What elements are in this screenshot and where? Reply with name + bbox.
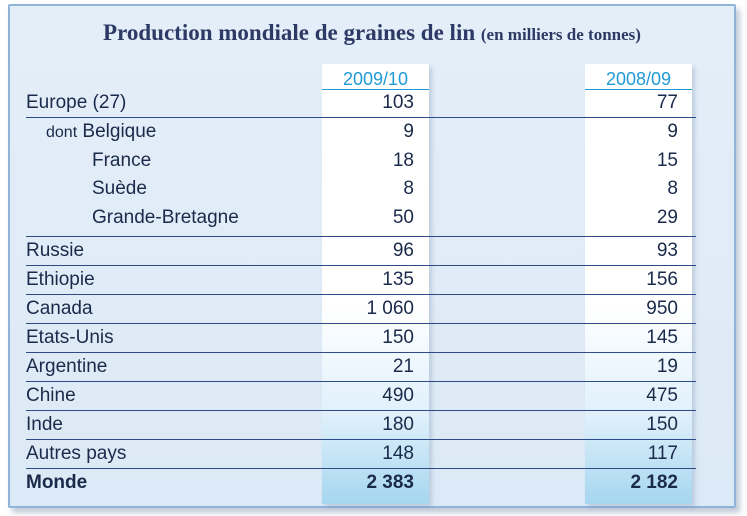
value-2008-09: 15	[656, 150, 678, 171]
table-row: France 18 15	[26, 146, 696, 175]
value-2008-09: 2 182	[630, 472, 678, 493]
table-row: Argentine 21 19	[26, 352, 696, 381]
total-row: Monde 2 383 2 182	[26, 468, 696, 497]
row-separator	[26, 265, 696, 266]
value-2009-10: 2 383	[366, 472, 414, 493]
header-underline	[322, 89, 429, 90]
row-label: Inde	[26, 414, 63, 435]
row-label: Canada	[26, 298, 93, 319]
row-label: Suède	[92, 178, 147, 199]
value-2008-09: 150	[646, 414, 678, 435]
row-label: Etats-Unis	[26, 327, 114, 348]
row-prefix: dont	[46, 124, 78, 141]
table-frame: Production mondiale de graines de lin (e…	[8, 4, 736, 508]
column-header-2009-10: 2009/10	[342, 69, 409, 89]
value-2009-10: 135	[382, 269, 414, 290]
value-2008-09: 77	[656, 92, 678, 113]
row-separator	[26, 117, 696, 118]
column-header-2008-09: 2008/09	[605, 69, 672, 89]
title-text: Production mondiale de graines de lin	[103, 20, 476, 45]
row-label-group: dont Belgique	[46, 117, 156, 147]
column-band-2009-10	[322, 64, 429, 504]
table-row: Chine 490 475	[26, 381, 696, 410]
value-2009-10: 103	[382, 92, 414, 113]
row-label: Russie	[26, 240, 85, 261]
row-label: Grande-Bretagne	[92, 207, 239, 228]
value-2009-10: 490	[382, 385, 414, 406]
table-row: Inde 180 150	[26, 410, 696, 439]
row-label: France	[92, 150, 152, 171]
value-2009-10: 180	[382, 414, 414, 435]
row-label: Ethiopie	[26, 269, 95, 290]
table-row: Grande-Bretagne 50 29	[26, 203, 696, 232]
value-2008-09: 156	[646, 269, 678, 290]
row-label: Belgique	[82, 121, 157, 142]
value-2009-10: 1 060	[366, 298, 414, 319]
row-label: Monde	[26, 472, 88, 493]
column-band-2008-09	[585, 64, 692, 504]
value-2008-09: 29	[656, 207, 678, 228]
value-2008-09: 950	[646, 298, 678, 319]
table-row: Ethiopie 135 156	[26, 265, 696, 294]
value-2008-09: 475	[646, 385, 678, 406]
row-separator	[26, 468, 696, 469]
row-label: Autres pays	[26, 443, 127, 464]
row-label: Europe (27)	[26, 92, 127, 113]
row-separator	[26, 294, 696, 295]
table-row: Canada 1 060 950	[26, 294, 696, 323]
header-underline	[585, 89, 692, 90]
table-row: Suède 8 8	[26, 174, 696, 203]
value-2009-10: 9	[403, 121, 414, 142]
value-2008-09: 19	[656, 356, 678, 377]
row-label: Chine	[26, 385, 76, 406]
value-2009-10: 148	[382, 443, 414, 464]
value-2008-09: 117	[647, 443, 678, 464]
value-2009-10: 50	[392, 207, 414, 228]
table-row: Russie 96 93	[26, 236, 696, 265]
title-unit: (en milliers de tonnes)	[480, 25, 641, 44]
row-separator	[26, 410, 696, 411]
value-2008-09: 9	[667, 121, 678, 142]
table-row: dont Belgique 9 9	[26, 117, 696, 146]
row-label: Argentine	[26, 356, 108, 377]
value-2008-09: 145	[646, 327, 678, 348]
row-separator	[26, 236, 696, 237]
value-2009-10: 96	[392, 240, 414, 261]
table-row: Autres pays 148 117	[26, 439, 696, 468]
row-separator	[26, 439, 696, 440]
value-2009-10: 150	[382, 327, 414, 348]
value-2008-09: 93	[656, 240, 678, 261]
value-2009-10: 21	[392, 356, 414, 377]
row-separator	[26, 381, 696, 382]
table-row: Etats-Unis 150 145	[26, 323, 696, 352]
row-separator	[26, 323, 696, 324]
table-title: Production mondiale de graines de lin (e…	[10, 20, 734, 46]
value-2008-09: 8	[667, 178, 678, 199]
value-2009-10: 8	[403, 178, 414, 199]
value-2009-10: 18	[392, 150, 414, 171]
table-row: Europe (27) 103 77	[26, 88, 696, 117]
row-separator	[26, 352, 696, 353]
